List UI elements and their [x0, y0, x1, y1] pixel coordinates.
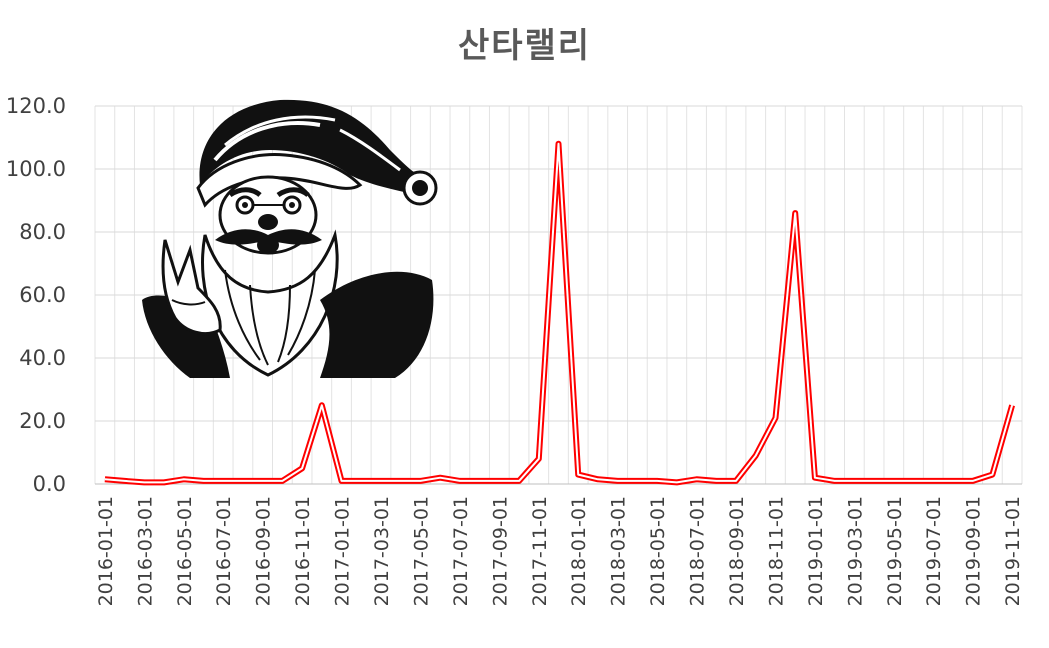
series-line-highlight: [104, 142, 1014, 484]
x-tick-label: 2019-09-01: [963, 496, 985, 606]
x-tick-label: 2017-03-01: [371, 496, 393, 606]
x-tick-label: 2016-03-01: [134, 496, 156, 606]
x-tick-label: 2019-01-01: [805, 496, 827, 606]
y-tick-label: 100.0: [6, 157, 66, 181]
x-tick-label: 2016-11-01: [292, 496, 314, 606]
y-tick-label: 0.0: [33, 472, 66, 496]
x-tick-label: 2018-03-01: [608, 496, 630, 606]
x-tick-label: 2017-09-01: [489, 496, 511, 606]
x-tick-label: 2018-07-01: [687, 496, 709, 606]
x-tick-label: 2017-11-01: [529, 496, 551, 606]
y-tick-label: 60.0: [19, 283, 66, 307]
x-axis: 2016-01-01 2016-03-01 2016-05-01 2016-07-01…: [95, 483, 1024, 606]
y-tick-label: 80.0: [19, 220, 66, 244]
x-tick-label: 2017-07-01: [450, 496, 472, 606]
x-tick-label: 2017-05-01: [410, 496, 432, 606]
y-tick-label: 40.0: [19, 346, 66, 370]
x-tick-label: 2018-09-01: [726, 496, 748, 606]
x-tick-label: 2017-01-01: [332, 496, 354, 606]
x-tick-label: 2018-01-01: [568, 496, 590, 606]
x-tick-label: 2016-01-01: [95, 496, 117, 606]
x-tick-label: 2018-05-01: [647, 496, 669, 606]
x-tick-label: 2019-05-01: [884, 496, 906, 606]
x-tick-label: 2019-07-01: [923, 496, 945, 606]
y-axis: 0.0 20.0 40.0 60.0 80.0 100.0 120.0: [6, 94, 66, 496]
x-tick-label: 2018-11-01: [765, 496, 787, 606]
chart-title: 산타랠리: [457, 26, 592, 66]
y-tick-label: 120.0: [6, 94, 66, 118]
x-tick-label: 2019-03-01: [844, 496, 866, 606]
santa-claus-illustration: [142, 99, 438, 378]
x-tick-label: 2016-07-01: [213, 496, 235, 606]
x-tick-label: 2016-09-01: [253, 496, 275, 606]
y-tick-label: 20.0: [19, 409, 66, 433]
x-tick-label: 2019-11-01: [1002, 496, 1024, 606]
x-tick-label: 2016-05-01: [174, 496, 196, 606]
